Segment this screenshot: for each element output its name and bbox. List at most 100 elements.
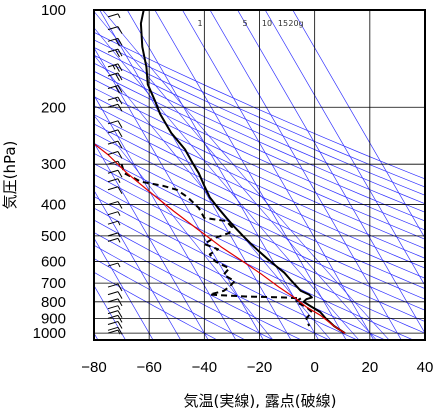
plot-frame — [93, 9, 426, 341]
barb-staff — [107, 96, 119, 101]
wind-barb — [107, 186, 123, 195]
dry-adiabat-line — [94, 244, 274, 340]
x-tick-label: 0 — [310, 359, 318, 376]
wind-barb — [107, 63, 123, 72]
wind-barb — [107, 283, 123, 292]
barb-staff — [107, 298, 119, 303]
barb-flag — [117, 310, 123, 318]
x-tick-label: −60 — [136, 359, 161, 376]
barb-staff — [107, 283, 119, 288]
barb-flag — [117, 298, 123, 307]
mixing-ratio-label: 20g — [288, 19, 303, 28]
dewpoint-line — [120, 163, 313, 327]
x-tick-label: 20 — [361, 359, 378, 376]
barb-flag — [117, 96, 123, 105]
barb-staff — [107, 37, 119, 42]
barb-staff — [107, 232, 119, 237]
wind-barb — [107, 310, 123, 318]
barb-half-flag — [115, 97, 118, 103]
wind-barb — [107, 211, 121, 216]
dry-adiabat-line — [94, 152, 425, 311]
wind-barb — [107, 220, 121, 226]
wind-barb — [107, 129, 123, 138]
wind-barb — [107, 13, 121, 19]
y-tick-label: 1000 — [33, 325, 66, 342]
dry-adiabat-line — [94, 271, 218, 340]
dry-adiabat-line — [94, 196, 386, 340]
barb-flag — [117, 169, 123, 178]
wind-barb — [107, 96, 123, 105]
profile-lines — [94, 10, 346, 335]
barb-staff — [107, 326, 119, 331]
isotherm-line — [209, 10, 402, 340]
barb-staff — [107, 72, 119, 77]
dry-adiabat-line — [94, 79, 425, 231]
barb-staff — [107, 220, 119, 225]
barb-staff — [107, 320, 119, 325]
barb-half-flag — [117, 13, 121, 19]
barb-flag — [115, 49, 120, 58]
wind-barb — [107, 26, 123, 34]
barb-staff — [107, 262, 119, 267]
barb-flag — [117, 72, 123, 81]
isotherm-line — [94, 94, 237, 340]
barb-staff — [107, 48, 119, 53]
dry-adiabat-line — [94, 142, 425, 300]
parcel-line — [94, 142, 346, 334]
mixing-ratio-label: 5 — [242, 19, 247, 28]
barb-half-flag — [117, 238, 121, 243]
mixing-ratio-line — [94, 27, 360, 340]
barb-flag — [117, 291, 123, 299]
mixing-ratio-label: 10 — [262, 19, 272, 28]
barb-staff — [107, 103, 119, 108]
x-tick-label: −80 — [81, 359, 106, 376]
wind-barb — [107, 151, 123, 159]
barb-flag — [115, 64, 120, 72]
barb-staff — [107, 211, 119, 216]
wind-barb — [107, 329, 121, 335]
y-tick-label: 400 — [41, 197, 66, 214]
barb-staff — [107, 291, 119, 296]
dry-adiabat-line — [94, 62, 425, 213]
isotherm-line — [94, 237, 154, 340]
dry-adiabat-line — [94, 47, 425, 196]
barb-flag — [115, 38, 120, 47]
wind-barb — [107, 305, 121, 310]
dry-adiabat-line — [94, 163, 425, 322]
y-tick-label: 500 — [41, 228, 66, 245]
wind-barb — [107, 320, 123, 329]
dry-adiabat-line — [94, 96, 425, 250]
isotherm-line — [292, 10, 425, 239]
x-axis-title: 気温(実線), 露点(破線) — [184, 392, 337, 410]
wind-barb — [107, 169, 123, 178]
dry-adiabat-line — [94, 123, 425, 279]
isotherm-line — [94, 142, 209, 340]
wind-barb — [107, 37, 123, 47]
barb-half-flag — [117, 178, 121, 183]
mixing-ratio-labels: 1 5 10 15 20g — [197, 19, 303, 28]
dry-adiabat-line — [94, 219, 330, 340]
barb-staff — [107, 237, 119, 242]
barb-half-flag — [117, 160, 121, 166]
barb-half-flag — [117, 232, 121, 238]
y-tick-label: 200 — [41, 99, 66, 116]
temperature-line — [139, 10, 346, 335]
dry-adiabat-line — [94, 54, 425, 205]
barb-staff — [107, 314, 119, 319]
barb-staff — [107, 305, 119, 310]
dry-adiabat-line — [94, 105, 425, 259]
isotherm-line — [94, 189, 182, 340]
dry-adiabat-line — [94, 39, 425, 188]
y-tick-label: 700 — [41, 275, 66, 292]
dry-adiabat-line — [94, 31, 425, 180]
x-tick-labels: −80 −60 −40 −20 0 20 40 — [81, 359, 433, 376]
barb-staff — [107, 310, 119, 315]
barb-flag — [117, 201, 123, 209]
barb-staff — [107, 178, 119, 183]
barb-flag — [117, 129, 123, 138]
y-tick-label: 300 — [41, 156, 66, 173]
y-tick-label: 900 — [41, 310, 66, 327]
barb-flag — [117, 315, 123, 323]
barb-flag — [115, 73, 120, 81]
